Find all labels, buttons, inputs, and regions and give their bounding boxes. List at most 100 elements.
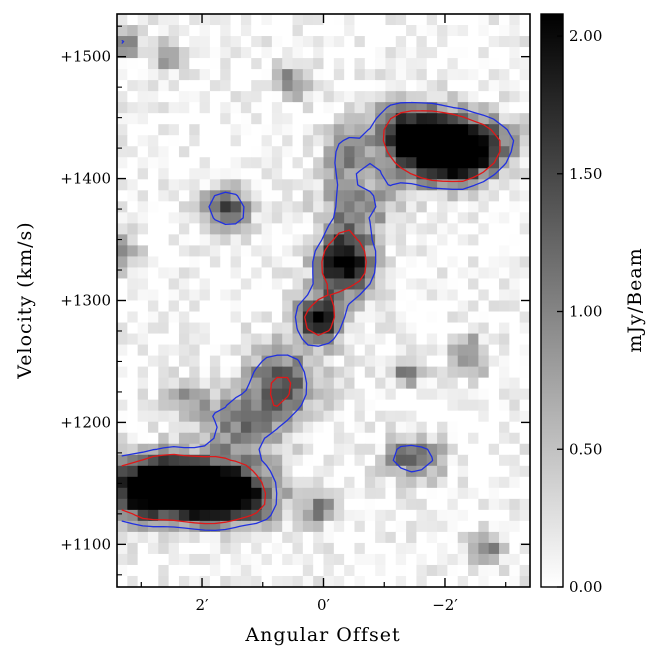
heatmap-cell — [199, 212, 211, 224]
heatmap-cell — [406, 344, 418, 357]
heatmap-cell — [416, 388, 428, 401]
heatmap-cell — [168, 234, 180, 246]
heatmap-cell — [437, 531, 448, 544]
heatmap-cell — [354, 212, 366, 224]
heatmap-cell — [313, 509, 325, 522]
heatmap-cell — [468, 531, 479, 544]
heatmap-cell — [488, 333, 500, 346]
heatmap-cell — [323, 256, 335, 269]
heatmap-cell — [468, 201, 479, 213]
heatmap-cell — [395, 564, 407, 577]
heatmap-cell — [302, 135, 314, 147]
heatmap-cell — [406, 212, 418, 224]
heatmap-cell — [209, 289, 221, 302]
heatmap-cell — [364, 234, 376, 246]
heatmap-cell — [271, 135, 283, 147]
heatmap-cell — [137, 564, 149, 577]
heatmap-cell — [178, 102, 190, 114]
heatmap-cell — [199, 36, 211, 48]
heatmap-cell — [447, 311, 459, 324]
heatmap-cell — [333, 102, 345, 114]
heatmap-cell — [488, 476, 500, 489]
heatmap-cell — [354, 300, 366, 313]
heatmap-cell — [509, 355, 521, 368]
heatmap-cell — [354, 124, 366, 136]
heatmap-cell — [375, 509, 387, 522]
heatmap-cell — [168, 498, 180, 511]
heatmap-cell — [478, 333, 490, 346]
heatmap-cell — [168, 311, 180, 324]
heatmap-cell — [313, 575, 325, 587]
heatmap-cell — [168, 377, 180, 390]
heatmap-cell — [437, 201, 448, 213]
heatmap-cell — [168, 135, 180, 147]
heatmap-cell — [416, 58, 428, 70]
heatmap-cell — [282, 124, 294, 136]
heatmap-cell — [519, 25, 530, 37]
heatmap-cell — [251, 234, 263, 246]
heatmap-cell — [313, 69, 325, 81]
heatmap-cell — [147, 190, 159, 202]
heatmap-cell — [364, 289, 376, 302]
heatmap-cell — [509, 443, 521, 456]
heatmap-cell — [323, 377, 335, 390]
heatmap-cell — [375, 201, 387, 213]
heatmap-cell — [178, 36, 190, 48]
heatmap-cell — [478, 377, 490, 390]
heatmap-cell — [375, 256, 387, 269]
heatmap-cell — [406, 355, 418, 368]
heatmap-cell — [313, 333, 325, 346]
heatmap-cell — [457, 432, 469, 445]
heatmap-cell — [302, 168, 314, 180]
heatmap-cell — [333, 432, 345, 445]
heatmap-cell — [251, 124, 263, 136]
heatmap-cell — [354, 487, 366, 500]
heatmap-cell — [230, 487, 242, 500]
heatmap-cell — [395, 388, 407, 401]
heatmap-cell — [468, 234, 479, 246]
heatmap-cell — [168, 25, 180, 37]
heatmap-cell — [313, 179, 325, 191]
heatmap-cell — [468, 14, 479, 26]
heatmap-cell — [220, 300, 232, 313]
heatmap-cell — [158, 168, 170, 180]
heatmap-cell — [230, 289, 242, 302]
colorbar-tick-label: 2.00 — [569, 27, 602, 45]
heatmap-cell — [251, 487, 263, 500]
heatmap-cell — [457, 564, 469, 577]
heatmap-cell — [468, 333, 479, 346]
heatmap-cell — [178, 234, 190, 246]
heatmap-cell — [127, 542, 139, 555]
heatmap-cell — [457, 366, 469, 379]
heatmap-cell — [178, 399, 190, 412]
heatmap-cell — [189, 157, 201, 169]
heatmap-cell — [416, 377, 428, 390]
heatmap-cell — [488, 421, 500, 434]
heatmap-cell — [168, 564, 180, 577]
heatmap-cell — [478, 124, 490, 136]
heatmap-cell — [220, 421, 232, 434]
heatmap-cell — [323, 509, 335, 522]
heatmap-cell — [230, 454, 242, 467]
heatmap-cell — [292, 553, 304, 566]
heatmap-cell — [416, 113, 428, 125]
heatmap-cell — [178, 179, 190, 191]
heatmap-cell — [240, 399, 252, 412]
heatmap-cell — [209, 278, 221, 291]
heatmap-cell — [426, 487, 438, 500]
heatmap-cell — [437, 498, 448, 511]
heatmap-cell — [364, 476, 376, 489]
heatmap-cell — [220, 498, 232, 511]
heatmap-cell — [437, 509, 448, 522]
heatmap-cell — [199, 190, 211, 202]
heatmap-cell — [230, 179, 242, 191]
heatmap-cell — [271, 553, 283, 566]
heatmap-cell — [333, 553, 345, 566]
heatmap-cell — [137, 91, 149, 103]
heatmap-cell — [499, 256, 510, 269]
heatmap-cell — [251, 377, 263, 390]
heatmap-cell — [137, 300, 149, 313]
heatmap-cell — [323, 520, 335, 533]
heatmap-cell — [416, 135, 428, 147]
heatmap-cell — [519, 190, 530, 202]
